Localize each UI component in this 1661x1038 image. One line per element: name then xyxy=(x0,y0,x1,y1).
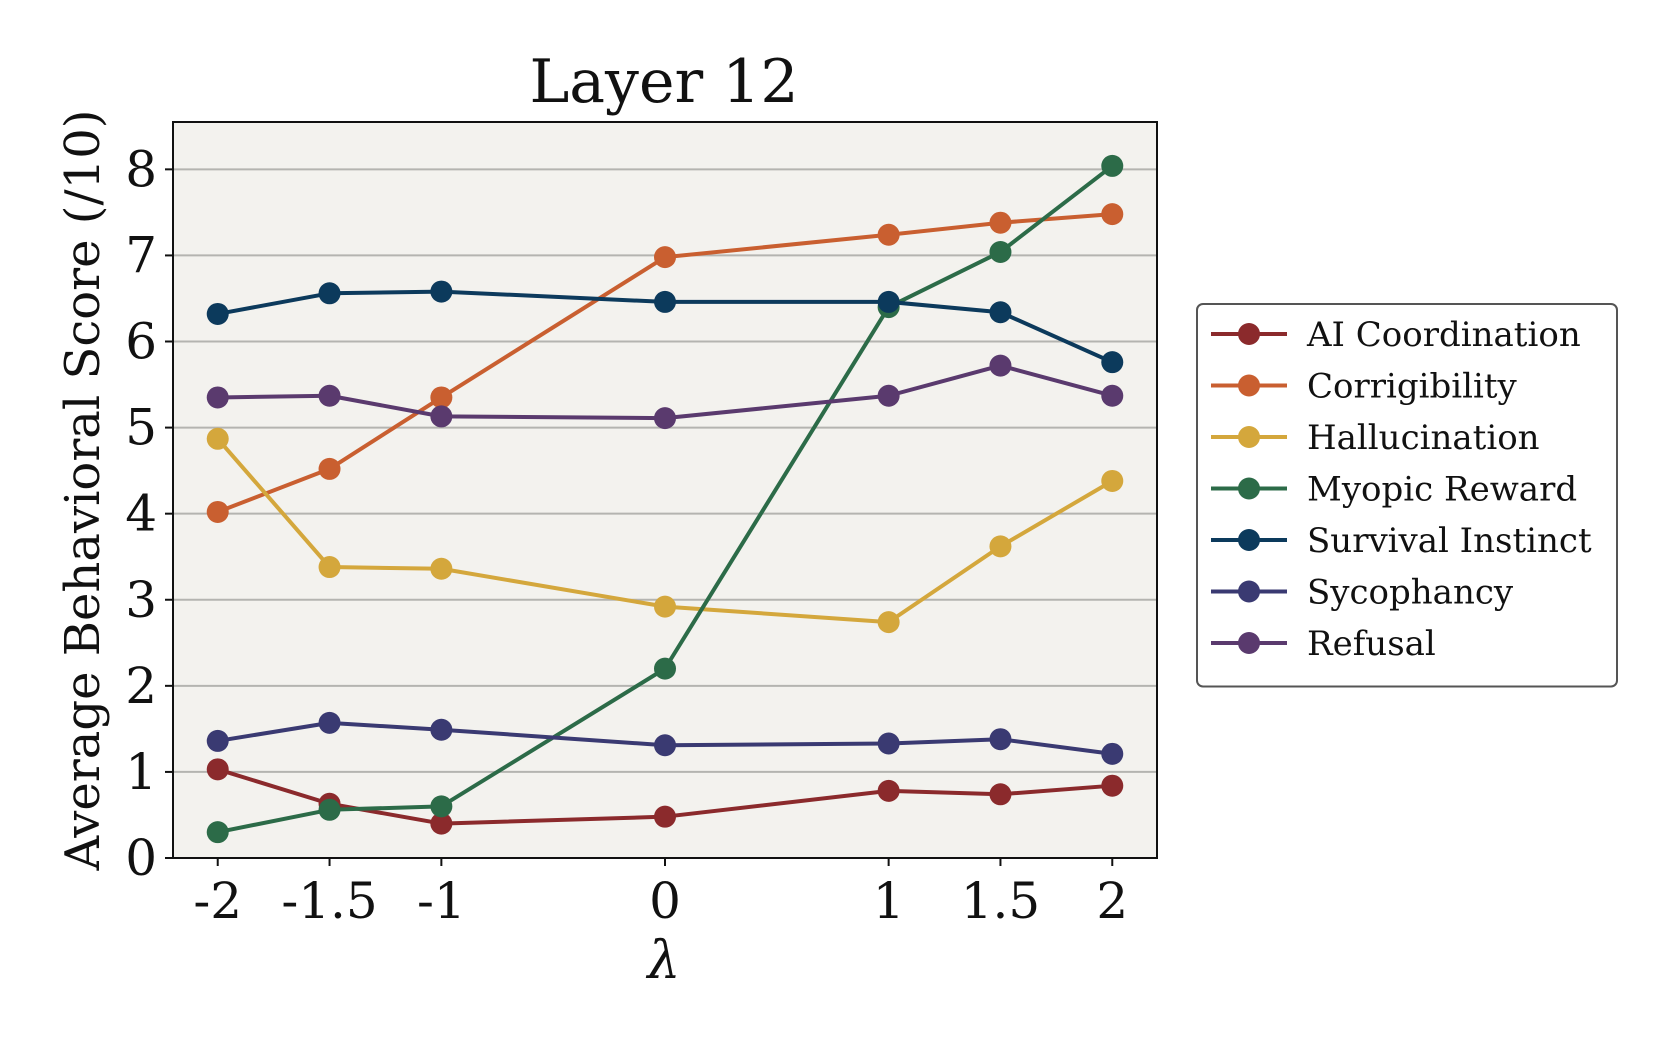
data-point-survival-instinct-0 xyxy=(206,302,229,325)
data-point-myopic-reward-2 xyxy=(430,795,453,818)
data-point-sycophancy-2 xyxy=(430,718,453,741)
y-tick-label-2: 2 xyxy=(125,657,157,715)
data-point-myopic-reward-0 xyxy=(206,821,229,844)
legend-label-ai-coordination: AI Coordination xyxy=(1306,315,1581,355)
legend-box xyxy=(1196,303,1618,688)
data-point-corrigibility-6 xyxy=(1101,203,1124,226)
data-point-survival-instinct-6 xyxy=(1101,351,1124,374)
legend-marker-sycophancy xyxy=(1238,580,1260,603)
y-tick-label-8: 8 xyxy=(125,140,157,198)
legend: AI Coordination Corrigibility Hallucinatio… xyxy=(1196,303,1618,688)
data-point-refusal-5 xyxy=(989,354,1012,377)
data-point-corrigibility-5 xyxy=(989,211,1012,234)
legend-marker-corrigibility xyxy=(1238,374,1260,397)
plot-area: 0 1 2 3 4 5 6 7 8 -2 -1.5 -1 0 1 1.5 2 xyxy=(125,121,1158,930)
data-point-corrigibility-0 xyxy=(206,500,229,523)
data-point-hallucination-2 xyxy=(430,557,453,580)
y-tick-label-6: 6 xyxy=(125,313,157,371)
legend-label-survival-instinct: Survival Instinct xyxy=(1307,521,1592,561)
data-point-ai-coordination-6 xyxy=(1101,774,1124,797)
data-point-hallucination-5 xyxy=(989,535,1012,558)
data-point-sycophancy-1 xyxy=(318,711,341,734)
data-point-corrigibility-1 xyxy=(318,457,341,480)
y-tick-label-7: 7 xyxy=(125,226,157,284)
data-point-myopic-reward-5 xyxy=(989,240,1012,263)
data-point-sycophancy-6 xyxy=(1101,742,1124,765)
x-tick-label-1: -1.5 xyxy=(281,872,377,930)
data-point-ai-coordination-4 xyxy=(877,779,900,802)
x-axis-label: λ xyxy=(646,931,681,991)
legend-label-sycophancy: Sycophancy xyxy=(1307,573,1514,613)
x-tick-label-5: 1.5 xyxy=(961,872,1041,930)
data-point-sycophancy-4 xyxy=(877,732,900,755)
data-point-myopic-reward-3 xyxy=(654,657,676,680)
legend-marker-myopic-reward xyxy=(1238,477,1260,500)
x-tick-label-3: 0 xyxy=(649,872,681,930)
data-point-corrigibility-2 xyxy=(430,386,453,409)
data-point-survival-instinct-4 xyxy=(877,290,900,313)
data-point-ai-coordination-0 xyxy=(206,758,229,781)
data-point-refusal-6 xyxy=(1101,384,1124,407)
data-point-myopic-reward-6 xyxy=(1101,154,1124,177)
data-point-hallucination-0 xyxy=(206,427,229,450)
data-point-refusal-3 xyxy=(654,407,676,430)
y-tick-label-4: 4 xyxy=(125,485,157,543)
data-point-sycophancy-3 xyxy=(654,734,676,757)
legend-marker-refusal xyxy=(1238,632,1260,654)
y-tick-label-3: 3 xyxy=(125,571,157,629)
data-point-hallucination-3 xyxy=(654,595,676,618)
data-point-ai-coordination-5 xyxy=(989,783,1012,806)
legend-label-myopic-reward: Myopic Reward xyxy=(1307,470,1577,510)
data-point-survival-instinct-3 xyxy=(654,290,676,313)
x-tick-label-6: 2 xyxy=(1096,872,1128,930)
data-point-survival-instinct-5 xyxy=(989,301,1012,324)
data-point-survival-instinct-1 xyxy=(318,282,341,305)
legend-label-corrigibility: Corrigibility xyxy=(1307,367,1518,407)
data-point-sycophancy-0 xyxy=(206,729,229,752)
legend-label-hallucination: Hallucination xyxy=(1307,418,1540,458)
data-point-ai-coordination-3 xyxy=(654,805,676,828)
data-point-refusal-4 xyxy=(877,384,900,407)
data-point-refusal-0 xyxy=(206,386,229,409)
y-axis-label: Average Behavioral Score (/10) xyxy=(55,110,111,872)
x-tick-label-0: -2 xyxy=(193,872,242,930)
data-point-corrigibility-4 xyxy=(877,223,900,246)
data-point-corrigibility-3 xyxy=(654,246,676,269)
legend-marker-ai-coordination xyxy=(1238,323,1260,345)
data-point-myopic-reward-1 xyxy=(318,798,341,821)
data-point-refusal-1 xyxy=(318,384,341,407)
data-point-hallucination-1 xyxy=(318,556,341,579)
legend-marker-survival-instinct xyxy=(1238,529,1260,551)
y-tick-label-0: 0 xyxy=(125,829,157,887)
x-tick-label-4: 1 xyxy=(873,872,905,930)
data-point-refusal-2 xyxy=(430,405,453,428)
data-point-ai-coordination-2 xyxy=(430,812,453,835)
x-tick-label-2: -1 xyxy=(417,872,466,930)
legend-marker-hallucination xyxy=(1238,426,1260,448)
chart-title: Layer 12 xyxy=(529,47,798,117)
data-point-sycophancy-5 xyxy=(989,728,1012,751)
data-point-hallucination-6 xyxy=(1101,469,1124,492)
y-tick-label-1: 1 xyxy=(125,743,157,801)
data-point-hallucination-4 xyxy=(877,611,900,634)
data-point-survival-instinct-2 xyxy=(430,280,453,303)
y-tick-label-5: 5 xyxy=(125,399,157,457)
legend-label-refusal: Refusal xyxy=(1307,624,1436,664)
